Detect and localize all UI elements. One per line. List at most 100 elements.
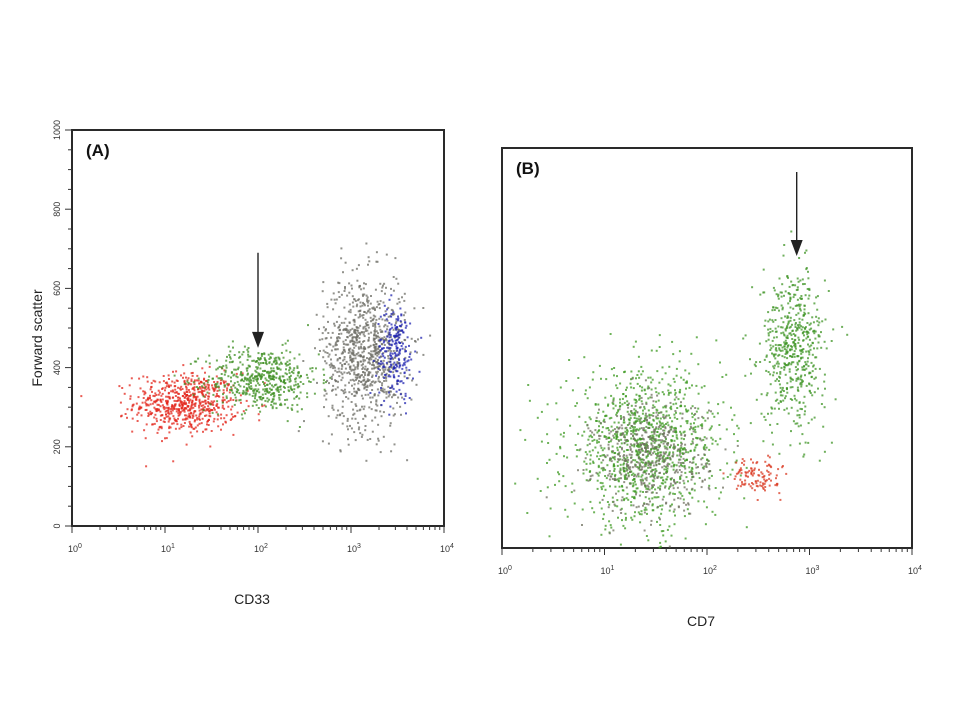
data-point <box>323 394 326 397</box>
data-point <box>632 345 635 348</box>
data-point <box>367 393 370 396</box>
data-point <box>755 398 758 401</box>
data-point <box>383 339 386 341</box>
data-point <box>384 292 386 295</box>
data-point <box>650 453 653 456</box>
data-point <box>257 388 260 391</box>
data-point <box>396 349 399 352</box>
data-point <box>623 470 626 473</box>
data-point <box>407 377 410 380</box>
data-point <box>791 386 794 389</box>
data-point <box>654 468 657 471</box>
data-point <box>344 339 347 342</box>
data-point <box>808 389 811 392</box>
data-point <box>680 444 683 447</box>
data-point <box>767 412 769 415</box>
data-point <box>630 432 633 435</box>
data-point <box>650 487 653 490</box>
data-point <box>672 487 675 490</box>
data-point <box>386 328 388 331</box>
data-point <box>759 293 762 296</box>
data-point <box>383 377 386 379</box>
data-point <box>620 477 622 480</box>
data-point <box>739 474 742 477</box>
data-point <box>670 478 672 481</box>
data-point <box>679 450 681 453</box>
data-point <box>218 389 221 392</box>
data-point <box>343 348 346 351</box>
data-point <box>187 399 190 401</box>
data-point <box>346 331 349 334</box>
data-point <box>647 409 650 412</box>
data-point <box>536 416 539 419</box>
data-point <box>393 367 396 370</box>
data-point <box>680 441 683 444</box>
data-point <box>364 371 366 374</box>
data-point <box>601 449 604 452</box>
data-point <box>381 318 384 321</box>
data-point <box>753 472 755 475</box>
data-point <box>257 358 260 361</box>
data-point <box>619 445 622 448</box>
data-point <box>755 462 758 465</box>
data-point <box>726 462 729 465</box>
data-point <box>347 310 350 313</box>
data-point <box>610 460 613 463</box>
data-point <box>634 409 637 412</box>
data-point <box>589 434 592 437</box>
data-point <box>818 459 821 462</box>
data-point <box>654 461 657 464</box>
data-point <box>669 484 672 487</box>
data-point <box>322 382 325 385</box>
data-point <box>402 342 404 345</box>
data-point <box>627 472 630 475</box>
data-point <box>798 401 801 404</box>
data-point <box>791 378 794 381</box>
data-point <box>693 422 695 425</box>
data-point <box>365 385 368 388</box>
data-point <box>767 463 770 466</box>
data-point <box>801 433 804 436</box>
data-point <box>358 286 361 289</box>
data-point <box>343 356 346 358</box>
data-point <box>659 427 662 430</box>
data-point <box>340 389 343 392</box>
data-point <box>669 416 672 419</box>
data-point <box>221 367 224 370</box>
x-tick-label: 104 <box>440 543 454 554</box>
data-point <box>635 377 637 380</box>
data-point <box>623 462 625 465</box>
data-point <box>179 411 182 414</box>
data-point <box>388 365 391 368</box>
data-point <box>623 442 626 445</box>
data-point <box>298 376 301 379</box>
data-point <box>697 454 700 456</box>
data-point <box>569 424 572 427</box>
data-point <box>404 321 407 324</box>
data-point <box>758 342 761 345</box>
data-point <box>260 398 263 401</box>
data-point <box>779 372 782 375</box>
data-point <box>351 349 354 352</box>
data-point <box>686 381 688 384</box>
data-point <box>343 371 346 374</box>
data-point <box>623 476 626 479</box>
data-point <box>264 377 267 380</box>
data-point <box>180 385 183 388</box>
data-point <box>773 407 776 410</box>
data-point <box>207 424 210 426</box>
data-point <box>641 370 644 373</box>
data-point <box>710 425 713 428</box>
data-point <box>558 473 561 476</box>
data-point <box>334 380 337 383</box>
data-point <box>616 442 619 445</box>
data-point <box>363 384 366 387</box>
data-point <box>380 338 383 341</box>
data-point <box>695 384 698 387</box>
data-point <box>807 441 810 444</box>
data-point <box>751 474 754 477</box>
data-point <box>659 457 662 460</box>
data-point <box>387 357 390 360</box>
data-point <box>703 385 706 388</box>
data-point <box>380 290 383 293</box>
